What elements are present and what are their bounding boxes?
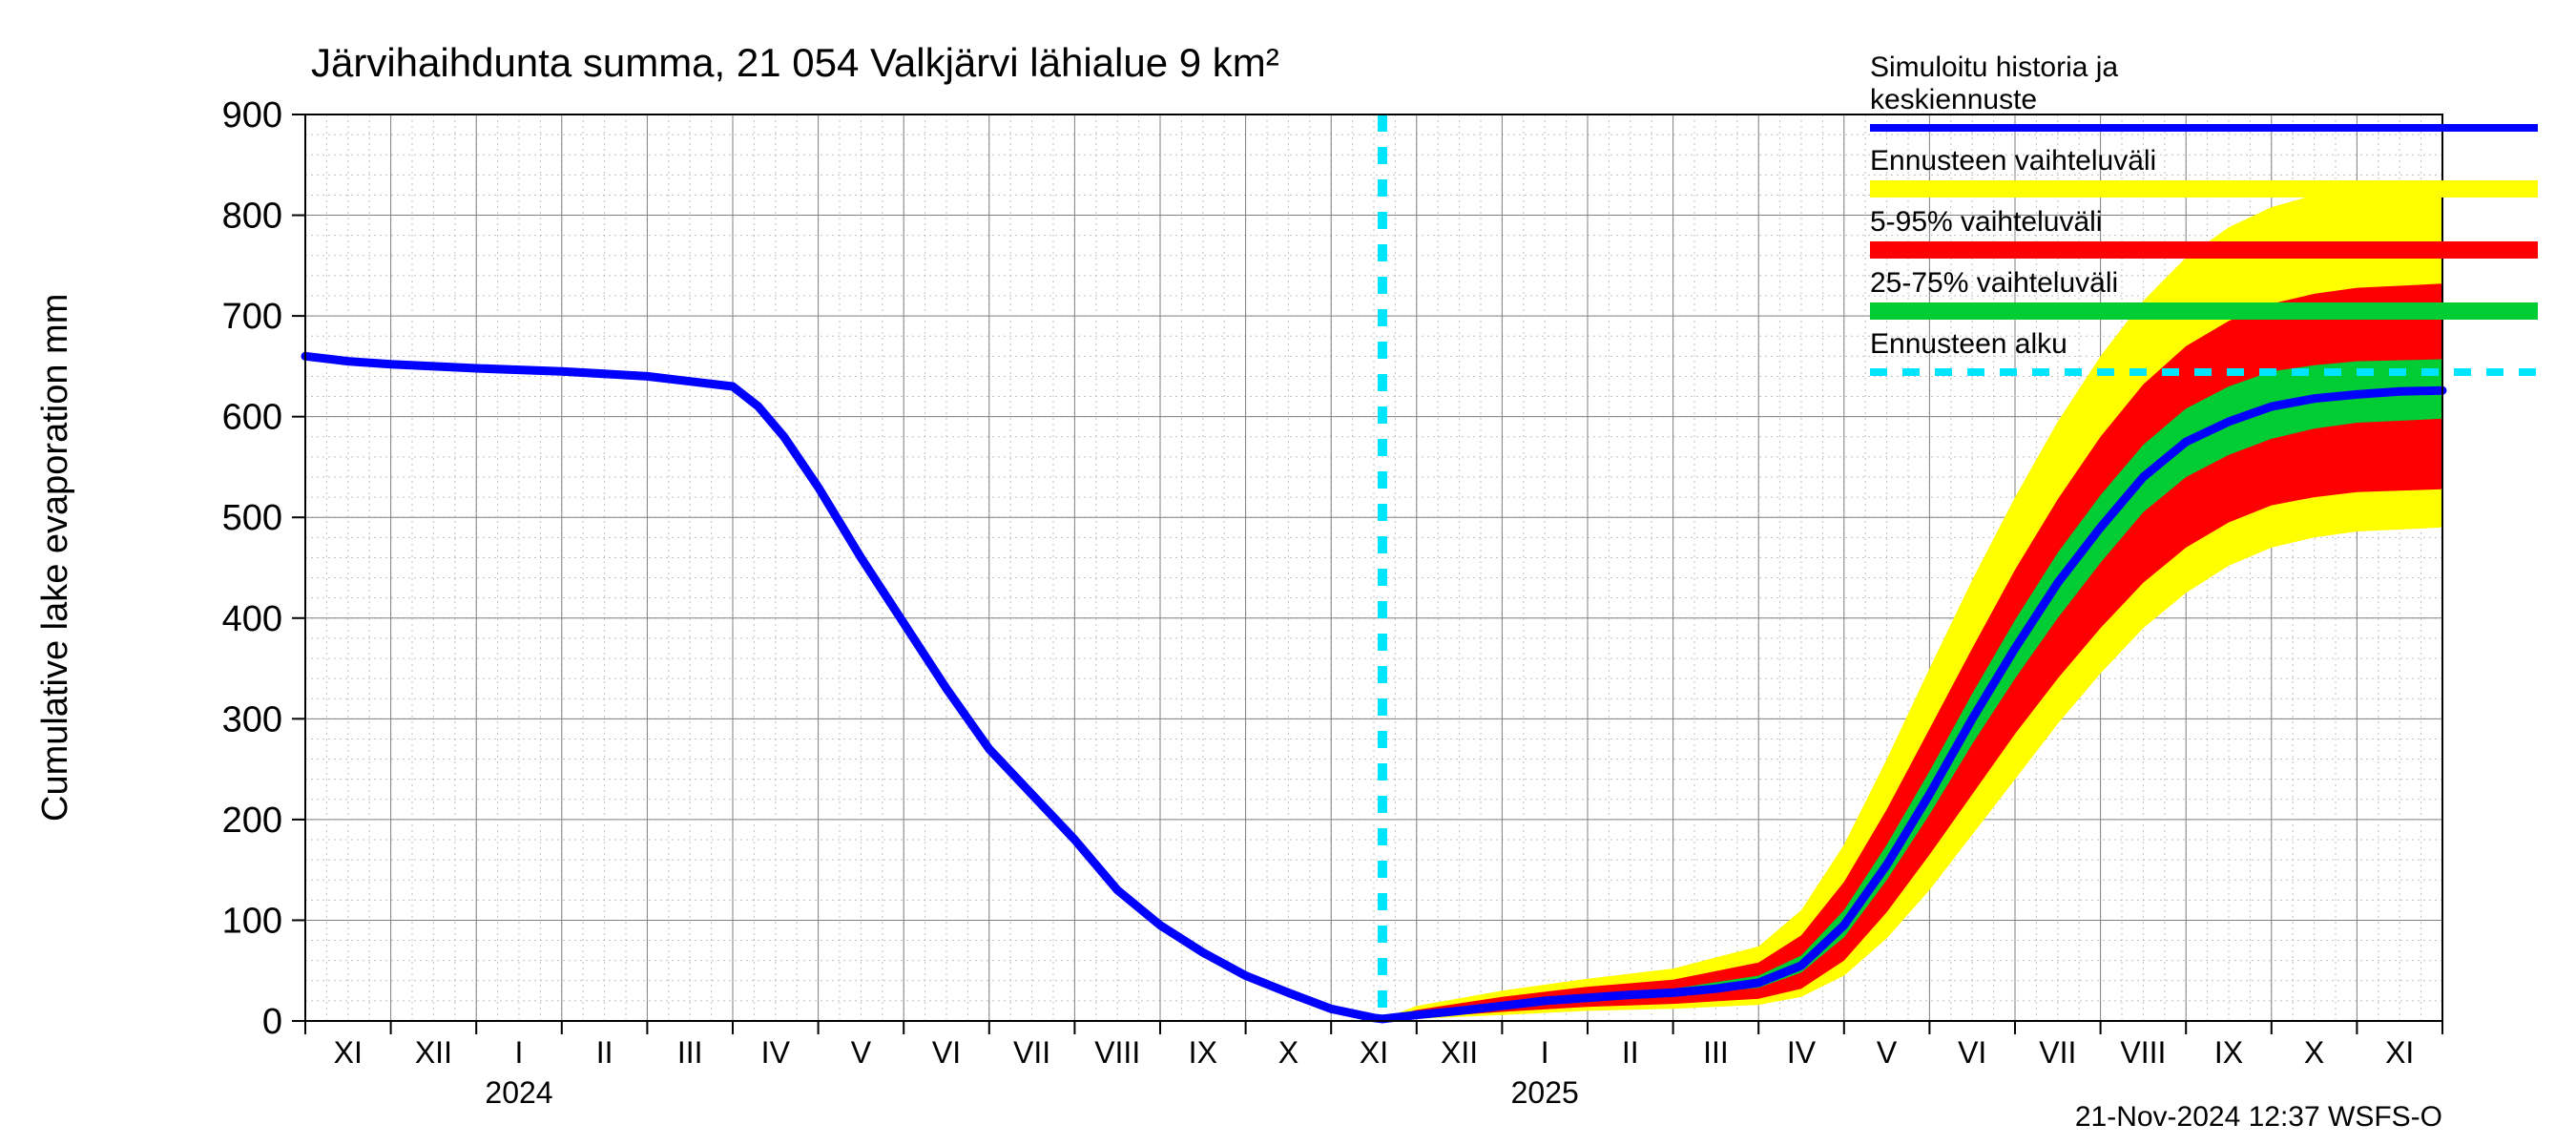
- year-label: 2025: [1511, 1075, 1579, 1110]
- ytick-label: 400: [222, 599, 282, 639]
- legend-label: Ennusteen vaihteluväli: [1870, 145, 2156, 177]
- y-axis-label: Cumulative lake evaporation mm: [35, 294, 75, 822]
- ytick-label: 800: [222, 197, 282, 237]
- xtick-label: VII: [1013, 1035, 1050, 1070]
- ytick-label: 100: [222, 901, 282, 941]
- ytick-label: 200: [222, 801, 282, 841]
- xtick-label: II: [1622, 1035, 1639, 1070]
- footer-text: 21-Nov-2024 12:37 WSFS-O: [2075, 1101, 2442, 1133]
- ytick-label: 300: [222, 699, 282, 739]
- xtick-label: X: [1278, 1035, 1298, 1070]
- xtick-label: VIII: [1094, 1035, 1140, 1070]
- xtick-label: III: [1703, 1035, 1729, 1070]
- legend-label: keskiennuste: [1870, 84, 2037, 115]
- legend-label: Simuloitu historia ja: [1870, 52, 2118, 83]
- evaporation-chart: 0100200300400500600700800900XIXIIIIIIIII…: [0, 0, 2576, 1145]
- xtick-label: V: [1877, 1035, 1898, 1070]
- xtick-label: VII: [2039, 1035, 2076, 1070]
- xtick-label: VIII: [2120, 1035, 2166, 1070]
- ytick-label: 700: [222, 297, 282, 337]
- xtick-label: XI: [2385, 1035, 2414, 1070]
- xtick-label: I: [1541, 1035, 1549, 1070]
- xtick-label: III: [677, 1035, 703, 1070]
- legend-label: Ennusteen alku: [1870, 328, 2067, 360]
- ytick-label: 0: [262, 1002, 282, 1042]
- xtick-label: XII: [1441, 1035, 1478, 1070]
- ytick-label: 600: [222, 398, 282, 438]
- xtick-label: VI: [932, 1035, 961, 1070]
- xtick-label: I: [515, 1035, 524, 1070]
- xtick-label: X: [2304, 1035, 2324, 1070]
- legend-label: 25-75% vaihteluväli: [1870, 267, 2118, 299]
- xtick-label: XI: [334, 1035, 363, 1070]
- chart-title: Järvihaihdunta summa, 21 054 Valkjärvi l…: [311, 40, 1279, 85]
- xtick-label: XII: [415, 1035, 452, 1070]
- xtick-label: II: [596, 1035, 613, 1070]
- xtick-label: IV: [761, 1035, 791, 1070]
- xtick-label: VI: [1958, 1035, 1986, 1070]
- year-label: 2024: [485, 1075, 552, 1110]
- xtick-label: XI: [1360, 1035, 1388, 1070]
- ytick-label: 500: [222, 498, 282, 538]
- xtick-label: IX: [1189, 1035, 1217, 1070]
- xtick-label: IX: [2214, 1035, 2243, 1070]
- legend-label: 5-95% vaihteluväli: [1870, 206, 2102, 238]
- ytick-label: 900: [222, 95, 282, 135]
- xtick-label: V: [851, 1035, 872, 1070]
- xtick-label: IV: [1787, 1035, 1817, 1070]
